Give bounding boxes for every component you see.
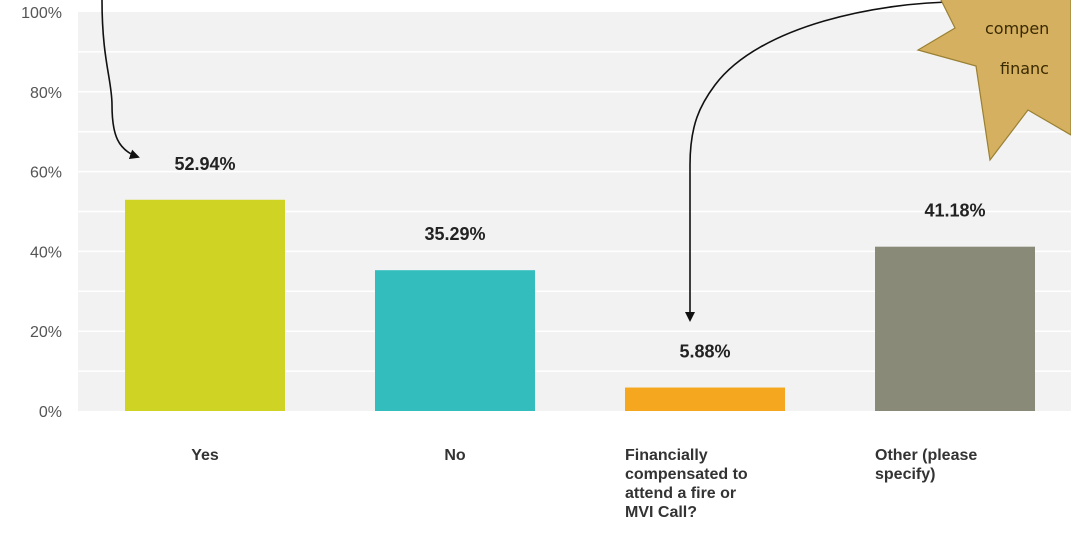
data-label: 5.88% bbox=[679, 342, 730, 362]
x-category-label-line: specify) bbox=[875, 466, 935, 483]
y-tick-label: 80% bbox=[30, 85, 62, 102]
bar bbox=[125, 199, 285, 411]
x-category-label: Yes bbox=[191, 447, 219, 464]
x-category-label-line: Yes bbox=[191, 447, 219, 464]
y-tick-label: 0% bbox=[39, 404, 62, 421]
callout-line-2: financ bbox=[1000, 59, 1049, 78]
x-category-label: Other (please specify) bbox=[875, 447, 977, 483]
x-category-label-line: attend a fire or bbox=[625, 485, 736, 502]
x-category-label-line: Financially bbox=[625, 447, 708, 464]
x-category-label: Financially compensated to attend a fire o… bbox=[625, 447, 748, 521]
y-tick-label: 20% bbox=[30, 324, 62, 341]
annotation-arrow-financial bbox=[685, 1, 959, 322]
bar bbox=[625, 387, 785, 411]
data-label: 52.94% bbox=[174, 154, 235, 174]
bar bbox=[875, 246, 1035, 411]
x-category-label-line: compensated to bbox=[625, 466, 748, 483]
callout-line-1: compen bbox=[985, 19, 1049, 38]
y-tick-label: 60% bbox=[30, 165, 62, 182]
x-category-label-line: MVI Call? bbox=[625, 504, 697, 521]
y-tick-label: 40% bbox=[30, 244, 62, 261]
callout-star bbox=[916, 0, 1071, 162]
data-label: 41.18% bbox=[924, 201, 985, 221]
y-tick-label: 100% bbox=[21, 5, 62, 22]
bar bbox=[375, 270, 535, 411]
data-label: 35.29% bbox=[424, 224, 485, 244]
x-category-label-line: Other (please bbox=[875, 447, 977, 464]
annotation-arrow-yes bbox=[101, 0, 140, 160]
x-category-label-line: No bbox=[444, 447, 466, 464]
x-category-label: No bbox=[444, 447, 466, 464]
